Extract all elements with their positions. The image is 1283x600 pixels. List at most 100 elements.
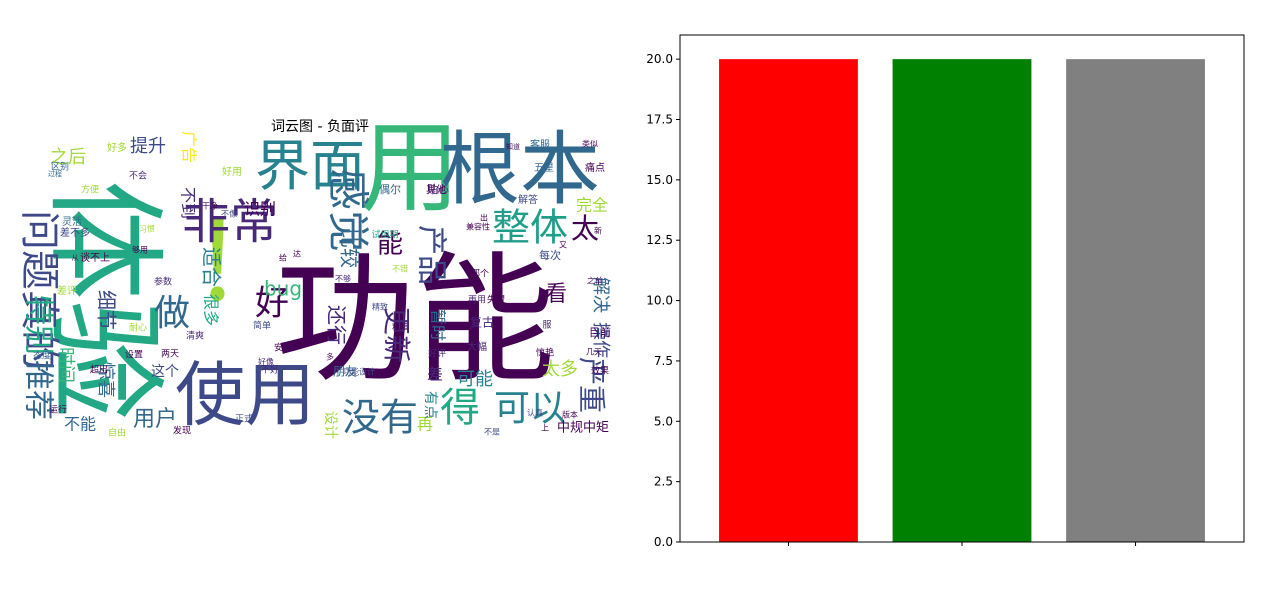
- cloud-word: 感觉: [324, 168, 373, 252]
- cloud-word: 这个: [151, 363, 179, 380]
- cloud-word: bug: [264, 277, 302, 301]
- cloud-word: 服: [542, 320, 551, 331]
- y-tick-label: 0.0: [654, 535, 673, 549]
- cloud-word: 客服: [530, 138, 550, 151]
- y-tick-label: 20.0: [646, 52, 673, 66]
- cloud-word: 好多: [107, 141, 127, 154]
- cloud-word: 暂时: [429, 309, 448, 341]
- y-tick-label: 10.0: [646, 294, 673, 308]
- cloud-word: 清爽: [186, 330, 204, 342]
- cloud-word: 试用期: [371, 229, 398, 241]
- cloud-word: 超出: [90, 364, 108, 376]
- cloud-word: 好: [255, 284, 289, 324]
- cloud-word: 几天: [586, 348, 602, 357]
- cloud-word: ！: [190, 198, 300, 326]
- cloud-word: 运行: [49, 404, 67, 416]
- cloud-word: 简单: [253, 320, 271, 332]
- cloud-word: 可以: [494, 388, 566, 429]
- cloud-word: 每次: [539, 248, 561, 262]
- cloud-word: 使用: [175, 354, 315, 436]
- cloud-word: 整体: [492, 206, 568, 250]
- cloud-word: 产品: [414, 225, 449, 285]
- plot-frame: [679, 34, 1245, 543]
- y-tick-label: 2.5: [654, 475, 673, 489]
- cloud-word: 惊艳: [536, 347, 554, 359]
- cloud-word: 自由: [108, 427, 126, 439]
- cloud-word: 发现: [173, 425, 191, 437]
- y-tick-label: 7.5: [654, 354, 673, 368]
- cloud-word: 不会: [129, 170, 147, 182]
- bar-group: [719, 59, 1205, 543]
- cloud-word: 痛点: [585, 161, 605, 174]
- cloud-word: 认真: [527, 408, 543, 418]
- cloud-word: 那个: [471, 269, 489, 280]
- cloud-word: 根本: [440, 123, 600, 216]
- cloud-word: 达: [293, 249, 301, 259]
- cloud-word: 谈不上: [80, 251, 110, 264]
- cloud-word: 差评: [57, 284, 77, 297]
- cloud-word: 操作: [590, 322, 611, 358]
- cloud-word: 参数: [154, 276, 172, 288]
- cloud-word: 太: [571, 212, 599, 245]
- cloud-word: 广告: [180, 131, 199, 163]
- cloud-word: 更新: [380, 307, 413, 363]
- cloud-word: 安装: [274, 342, 292, 354]
- cloud-word: 粗糙: [392, 322, 408, 332]
- cloud-word: 中规中矩: [557, 421, 609, 436]
- cloud-word: 功能设计: [343, 367, 375, 377]
- cloud-word: 复古: [470, 315, 494, 330]
- y-tick-label: 12.5: [646, 233, 673, 247]
- cloud-word: 再: [417, 415, 433, 434]
- cloud-word: 效果: [591, 365, 609, 377]
- cloud-word: 失望: [487, 294, 505, 306]
- cloud-word: 好评: [428, 348, 446, 360]
- cloud-word: 再用: [468, 295, 486, 306]
- cloud-word: 好用: [222, 166, 242, 178]
- cloud-word: 多: [326, 352, 334, 362]
- cloud-word: 偶尔: [379, 183, 401, 196]
- cloud-word: 其他: [426, 183, 446, 196]
- cloud-word: 不错: [392, 264, 408, 274]
- y-tick-label: 17.5: [646, 113, 673, 127]
- y-tick-label: 15.0: [646, 173, 673, 187]
- cloud-word: 知道: [506, 142, 520, 151]
- cloud-word: 出: [480, 213, 488, 223]
- cloud-word: 习惯: [139, 224, 155, 234]
- x-axis: [787, 542, 1137, 546]
- bar: [892, 59, 1032, 543]
- cloud-word: 界面: [255, 134, 365, 198]
- cloud-word: 之后: [50, 147, 86, 168]
- cloud-word: 细节: [95, 290, 119, 330]
- cloud-word: 五星: [534, 162, 554, 174]
- cloud-word: 正式: [235, 413, 253, 425]
- cloud-word: 看: [545, 282, 567, 307]
- cloud-word: 非常: [182, 194, 278, 250]
- cloud-word: 不能: [64, 415, 96, 434]
- cloud-word: 新: [594, 226, 602, 236]
- sentiment-bar-chart: 0.0 2.5 5.0 7.5 10.0 12.5 15.0 17.5 20.0: [646, 34, 1245, 549]
- cloud-word: 不到: [179, 187, 198, 219]
- cloud-word: 做: [154, 293, 190, 334]
- cloud-word: 目前: [589, 325, 611, 339]
- cloud-word: 解决: [590, 277, 611, 313]
- cloud-word: 还行: [325, 305, 349, 345]
- cloud-word: 贴心: [427, 182, 449, 196]
- cloud-word: 比较: [338, 228, 362, 268]
- cloud-word: 识别: [244, 200, 276, 219]
- cloud-word: 之前: [587, 276, 603, 286]
- cloud-word: 有点: [422, 391, 438, 419]
- cloud-word: 解答: [518, 193, 538, 206]
- cloud-word: 惊喜: [95, 362, 116, 398]
- cloud-word: 上: [541, 424, 549, 433]
- cloud-word: 精致: [372, 302, 388, 312]
- cloud-word: 提升: [130, 136, 166, 157]
- cloud-word: 没有: [342, 396, 418, 440]
- cloud-word: 问题真的: [16, 210, 62, 370]
- wordcloud-canvas: 功能体验 ！用根本使用界面非常 感觉问题真的 整体没有得可以做 好产品特别推荐更新严重太…: [16, 109, 611, 440]
- bar: [719, 59, 858, 543]
- cloud-word: 态度: [33, 350, 51, 362]
- cloud-word: 给: [279, 253, 287, 263]
- cloud-word: 不好: [261, 364, 279, 376]
- cloud-word: 不像: [221, 209, 237, 219]
- cloud-word: 严重: [575, 357, 608, 413]
